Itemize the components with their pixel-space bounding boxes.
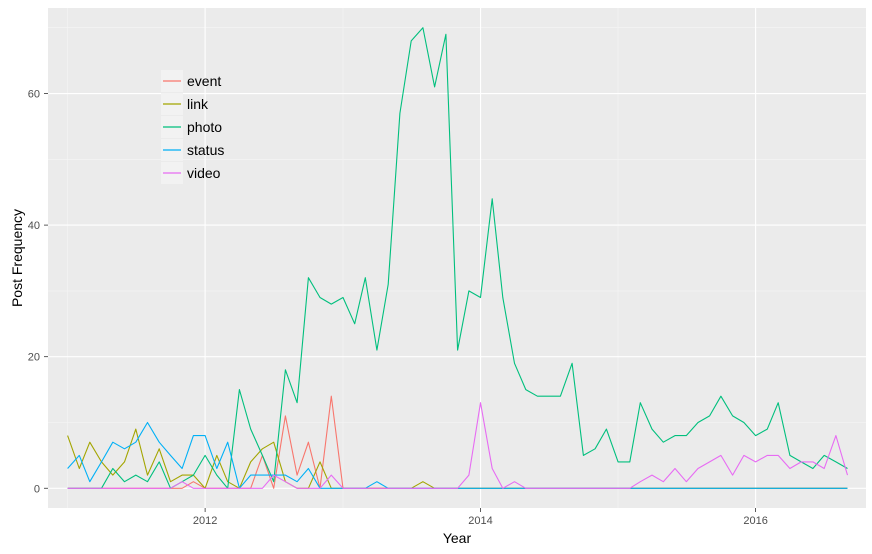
- minor-grid: [48, 8, 866, 508]
- plot-panel: [48, 8, 866, 508]
- y-tick-label: 0: [34, 483, 40, 495]
- legend-item-link: link: [161, 93, 209, 115]
- legend-item-status: status: [161, 139, 224, 161]
- x-tick-label: 2014: [468, 515, 492, 527]
- legend-item-video: video: [161, 162, 221, 184]
- x-tick-label: 2012: [193, 515, 217, 527]
- legend-label: video: [187, 165, 221, 181]
- y-tick-label: 60: [28, 89, 40, 101]
- x-axis-title: Year: [443, 530, 472, 546]
- legend-label: link: [187, 96, 209, 112]
- series-line-photo: [67, 27, 848, 489]
- x-tick-label: 2016: [743, 515, 767, 527]
- y-tick-label: 40: [28, 220, 40, 232]
- legend-item-event: event: [161, 70, 221, 92]
- legend-label: photo: [187, 119, 222, 135]
- y-axis-title: Post Frequency: [9, 209, 25, 307]
- legend: event link photo status video: [161, 70, 224, 184]
- legend-label: status: [187, 142, 224, 158]
- series-group: [67, 27, 849, 489]
- legend-item-photo: photo: [161, 116, 222, 138]
- x-axis: 2012 2014 2016: [193, 508, 768, 527]
- series-line-video: [67, 402, 849, 489]
- y-tick-label: 20: [28, 352, 40, 364]
- legend-label: event: [187, 73, 221, 89]
- y-axis: 0 20 40 60: [28, 89, 48, 495]
